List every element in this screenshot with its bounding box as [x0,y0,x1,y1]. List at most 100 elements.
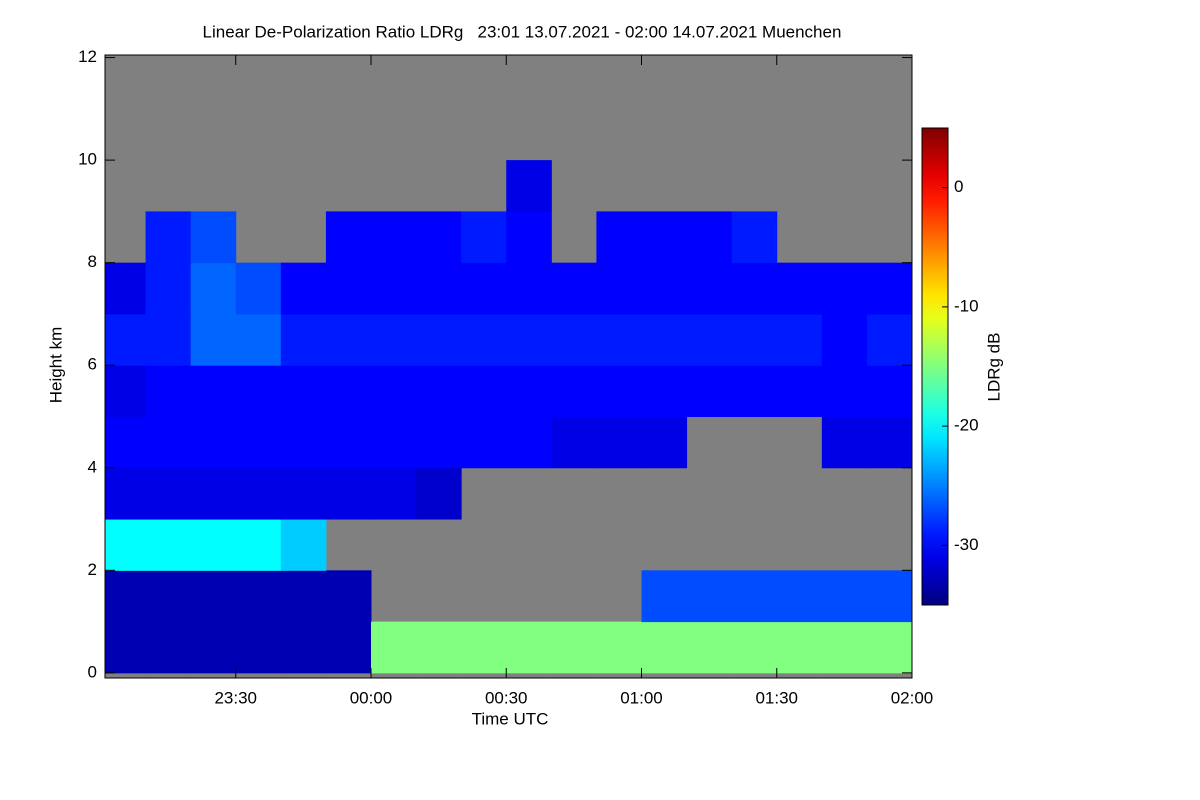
x-tick-label: 23:30 [214,688,257,707]
heatmap-cell [866,313,913,366]
heatmap-cell [235,313,282,366]
heatmap-cell [641,621,688,674]
colorbar-tick-label: -10 [954,296,979,315]
heatmap-cell [235,467,282,520]
heatmap-cell [235,416,282,469]
y-tick-label: 4 [88,457,97,476]
heatmap-cell [551,262,597,315]
heatmap-cell [731,365,778,417]
heatmap-cell [416,211,462,264]
heatmap-cell [866,262,913,315]
heatmap-cell [105,416,147,469]
y-tick-label: 6 [88,355,97,374]
heatmap-cell [551,365,597,417]
heatmap-cell [776,570,823,623]
heatmap-cell [461,365,507,417]
heatmap-cell [280,467,327,520]
heatmap-cell [821,313,868,366]
heatmap-cell [506,211,552,264]
colorbar-tick-label: -20 [954,416,979,435]
heatmap-cell [416,365,462,417]
heatmap-cell [596,621,642,674]
heatmap-cell [370,313,417,366]
heatmap-cell [461,262,507,315]
chart-title: Linear De-Polarization Ratio LDRg 23:01 … [203,22,842,41]
heatmap-cell [731,570,778,623]
y-tick-label: 10 [78,150,97,169]
heatmap-cell [596,211,642,264]
heatmap-cell [506,365,552,417]
heatmap-cell [325,416,372,469]
heatmap-cell [190,519,237,571]
heatmap-cell [280,519,327,571]
heatmap-cell [235,570,282,623]
heatmap-cell [686,570,733,623]
heatmap-cell [416,416,462,469]
heatmap-cell [776,621,823,674]
heatmap-cell [145,570,192,623]
heatmap-cell [506,621,552,674]
heatmap-cell [866,621,913,674]
heatmap-cell [325,211,372,264]
heatmap-cell [686,621,733,674]
heatmap-cell [105,467,147,520]
heatmap-cell [596,262,642,315]
heatmap-cell [416,621,462,674]
heatmap-cell [190,467,237,520]
heatmap-cell [776,262,823,315]
heatmap-cell [105,313,147,366]
heatmap-cell [145,211,192,264]
heatmap-cell [235,262,282,315]
heatmap-cell [641,570,688,623]
plot-area [105,55,913,678]
heatmap-cell [370,416,417,469]
heatmap-cell [641,211,688,264]
heatmap-cell [731,313,778,366]
plot-frame [104,54,913,679]
heatmap-cell [105,365,147,417]
heatmap-cell [416,262,462,315]
heatmap-cell [821,262,868,315]
y-axis-label: Height km [46,327,65,404]
y-tick-label: 2 [88,560,97,579]
heatmap-cell [280,621,327,674]
x-tick-label: 02:00 [891,688,934,707]
heatmap-cell [190,262,237,315]
heatmap-cell [866,365,913,417]
heatmap-cell [370,262,417,315]
heatmap-cell [235,365,282,417]
heatmap-cell [461,621,507,674]
heatmap-cell [551,621,597,674]
colorbar [921,127,949,606]
heatmap-cell [280,416,327,469]
heatmap-cell [551,313,597,366]
heatmap-cell [416,467,462,520]
x-tick-label: 00:30 [485,688,528,707]
heatmap-cell [686,313,733,366]
y-tick-label: 8 [88,252,97,271]
heatmap-cell [641,416,688,469]
heatmap-cell [280,365,327,417]
heatmap-cell [325,621,372,674]
heatmap-cell [105,519,147,571]
heatmap-cell [596,416,642,469]
heatmap-cell [190,570,237,623]
heatmap-cell [145,365,192,417]
heatmap-cell [370,211,417,264]
y-tick-label: 0 [88,662,97,681]
heatmap-cell [235,519,282,571]
heatmap-cell [145,519,192,571]
heatmap-cell [866,570,913,623]
heatmap-cell [551,416,597,469]
heatmap-cell [325,570,372,623]
heatmap-cell [776,313,823,366]
x-tick-label: 01:30 [755,688,798,707]
heatmap-cell [506,262,552,315]
heatmap-cell [370,467,417,520]
x-tick-label: 01:00 [620,688,663,707]
heatmap-cell [776,365,823,417]
heatmap-cell [370,365,417,417]
heatmap-cell [821,621,868,674]
heatmap-cell [105,570,147,623]
colorbar-tick-label: -30 [954,535,979,554]
